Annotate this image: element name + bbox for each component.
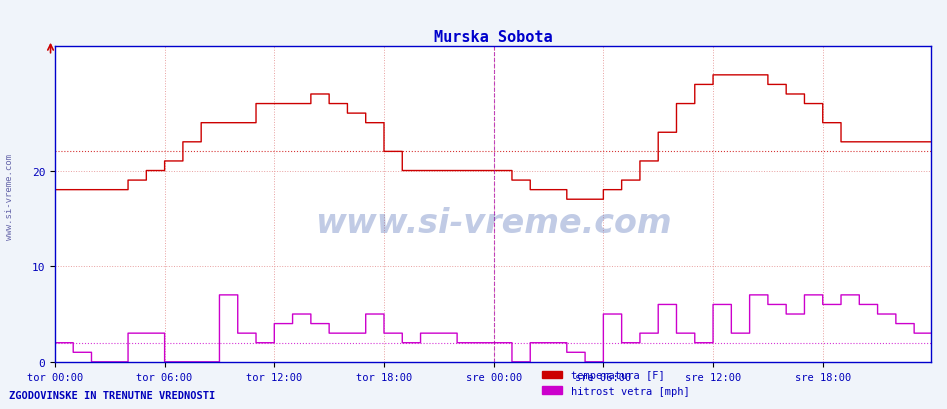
Title: Murska Sobota: Murska Sobota (434, 29, 552, 45)
Text: www.si-vreme.com: www.si-vreme.com (314, 207, 671, 240)
Legend: temperatura [F], hitrost vetra [mph]: temperatura [F], hitrost vetra [mph] (538, 366, 693, 400)
Text: www.si-vreme.com: www.si-vreme.com (5, 153, 14, 239)
Text: ZGODOVINSKE IN TRENUTNE VREDNOSTI: ZGODOVINSKE IN TRENUTNE VREDNOSTI (9, 389, 216, 400)
